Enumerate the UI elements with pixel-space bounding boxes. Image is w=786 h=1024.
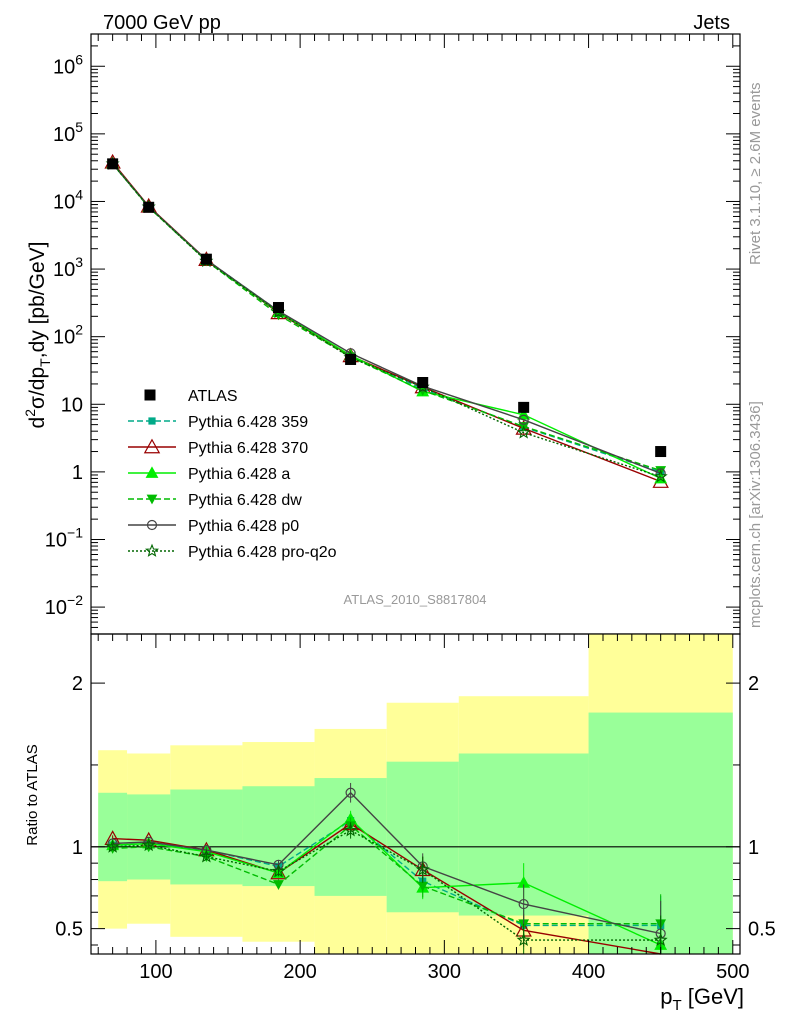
ratio-series-5-point-2 <box>199 849 214 863</box>
ratio-ytick-label-right-0: 0.5 <box>748 919 776 941</box>
main-series-4-point-7 <box>655 468 666 479</box>
ratio-series-line-3 <box>112 824 661 925</box>
atlas-data-point-0 <box>107 158 119 170</box>
ratio-ytick-label-left-1: 1 <box>72 837 83 859</box>
atlas-data-point-2 <box>200 253 212 265</box>
ratio-series-5-point-5 <box>415 862 430 876</box>
main-series-line-2 <box>112 163 661 480</box>
ratio-series-3-point-3 <box>273 880 284 890</box>
rivet-label: Rivet 3.1.10, ≥ 2.6M events <box>747 83 764 266</box>
main-series-line-5 <box>112 163 661 478</box>
ratio-plot-area: 100 200 300 400 500 0.5 0.5 1 1 2 2 <box>55 633 776 983</box>
ratio-series-5-point-3 <box>271 863 286 878</box>
ratio-series-4-point-6 <box>518 898 529 910</box>
main-ytick-label-8: 10−2 <box>45 592 83 619</box>
ratio-xtick-label-0: 100 <box>139 961 172 983</box>
header-right: Jets <box>693 12 730 34</box>
main-ytick-label-3: 103 <box>53 254 83 281</box>
ratio-series-5-point-4 <box>343 823 358 837</box>
main-series-5-point-7 <box>653 469 668 483</box>
ratio-xtick-label-3: 400 <box>572 961 605 983</box>
main-ytick-label-7: 10−1 <box>45 524 83 551</box>
ratio-series-line-1 <box>112 823 661 955</box>
ratio-series-3-point-5 <box>417 881 429 892</box>
legend-marker-0 <box>148 417 156 425</box>
ratio-xtick-label-1: 200 <box>283 961 316 983</box>
ratio-ytick-label-left-0: 0.5 <box>55 919 83 941</box>
legend-atlas-label: ATLAS <box>188 388 238 405</box>
main-ytick-label-0: 106 <box>53 51 83 78</box>
ratio-ytick-label-left-2: 2 <box>72 673 83 695</box>
atlas-data-point-3 <box>272 302 284 314</box>
ratio-xtick-label-2: 300 <box>428 961 461 983</box>
ratio-y-axis-label: Ratio to ATLAS <box>24 744 41 845</box>
main-ytick-label-1: 105 <box>53 119 83 146</box>
legend-atlas-marker <box>144 389 156 401</box>
legend-marker-1 <box>143 438 161 454</box>
legend-label-4: Pythia 6.428 p0 <box>188 518 299 535</box>
main-series-5-point-6 <box>516 425 531 439</box>
ratio-series-5-point-1 <box>141 837 156 852</box>
atlas-data-point-7 <box>655 446 667 458</box>
ratio-series-5-point-7 <box>653 932 668 947</box>
atlas-data-point-4 <box>345 353 357 365</box>
main-ytick-label-6: 1 <box>72 462 83 484</box>
main-series-line-1 <box>112 161 661 483</box>
main-series-4-point-6 <box>518 414 529 425</box>
legend-marker-5 <box>144 543 160 557</box>
main-ytick-label-2: 104 <box>53 186 83 213</box>
legend-marker-3 <box>146 494 158 505</box>
header-left: 7000 GeV pp <box>103 12 221 34</box>
legend-marker-4 <box>146 519 158 531</box>
main-y-axis-label: d2σ/dpT,dy [pb/GeV] <box>22 242 53 429</box>
legend-label-0: Pythia 6.428 359 <box>188 414 308 431</box>
legend: ATLAS Pythia 6.428 359 Pythia 6.428 370 Pyt… <box>128 388 337 561</box>
ratio-ytick-label-right-1: 1 <box>748 837 759 859</box>
legend-marker-2 <box>145 466 159 478</box>
legend-label-2: Pythia 6.428 a <box>188 466 290 483</box>
atlas-data-point-5 <box>417 376 429 388</box>
main-y-axis-label-text: d2σ/dpT,dy [pb/GeV] <box>22 242 53 429</box>
x-axis-label: pT [GeV] <box>660 984 744 1014</box>
ratio-band-green-2 <box>170 789 243 885</box>
analysis-id: ATLAS_2010_S8817804 <box>344 592 487 607</box>
main-series-line-3 <box>112 163 661 472</box>
legend-label-5: Pythia 6.428 pro-q2o <box>188 544 337 561</box>
atlas-data-point-1 <box>143 201 155 213</box>
legend-label-1: Pythia 6.428 370 <box>188 440 308 457</box>
legend-label-3: Pythia 6.428 dw <box>188 492 302 509</box>
ratio-series-5-point-6 <box>516 932 531 947</box>
ratio-xtick-label-4: 500 <box>716 961 749 983</box>
ratio-series-5-point-0 <box>105 839 120 853</box>
ratio-series-line-2 <box>112 818 661 946</box>
ratio-ytick-label-right-2: 2 <box>748 673 759 695</box>
ratio-series-line-4 <box>112 791 661 935</box>
mcplots-label: mcplots.cern.ch [arXiv:1306.3436] <box>747 401 764 628</box>
ratio-series-line-5 <box>112 829 661 941</box>
main-ytick-label-5: 10 <box>61 394 83 416</box>
main-ytick-label-4: 102 <box>53 322 83 349</box>
atlas-data-point-6 <box>518 401 530 413</box>
ratio-series-4-point-4 <box>345 787 356 798</box>
